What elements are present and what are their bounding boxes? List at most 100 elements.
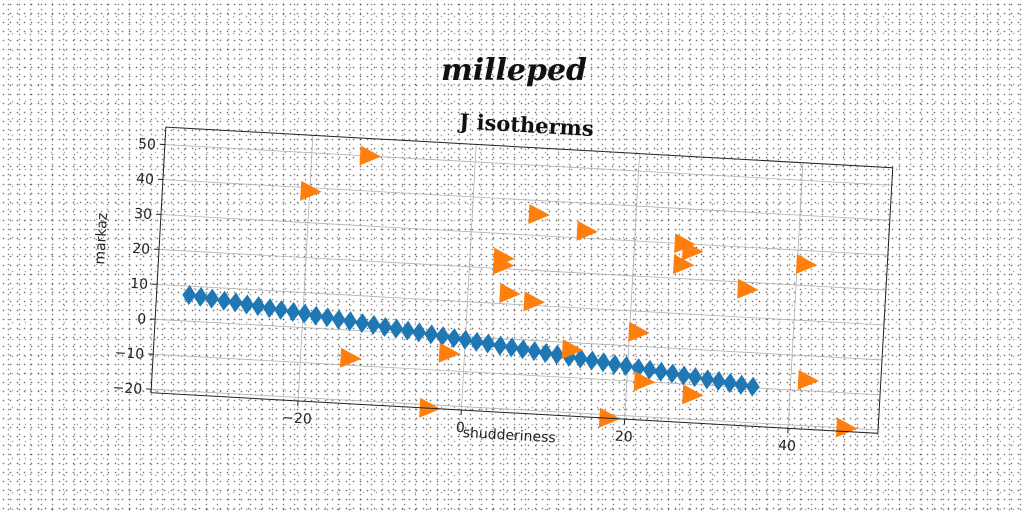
triangle-point (682, 384, 704, 405)
diamond-point (343, 311, 358, 332)
y-tick-label: 10 (130, 276, 149, 293)
triangle-point (438, 342, 461, 363)
diamond-point (654, 361, 668, 382)
diamond-point (493, 335, 508, 356)
y-gridline (155, 318, 883, 361)
triangle-point (835, 417, 858, 438)
y-tick-label: −10 (114, 345, 144, 363)
diamond-point (217, 290, 232, 311)
x-tick-label: 0 (455, 420, 465, 436)
y-gridline (162, 179, 890, 221)
y-tick-label: 0 (137, 311, 147, 327)
x-gridline (297, 135, 314, 401)
chart-rotated-group: J isotherms −20 0 20 40 −20 −10 0 10 20 30 40 50 sh… (92, 108, 894, 455)
triangle-point (681, 240, 704, 261)
diamond-point (297, 303, 312, 324)
y-tick-label: 50 (138, 136, 157, 153)
triangle-point (737, 278, 759, 299)
diamond-point (320, 307, 335, 328)
triangle-point (492, 254, 515, 275)
diamond-point (286, 301, 301, 322)
diamond-point (458, 329, 473, 350)
diamond-point (274, 299, 289, 320)
y-tick-label: 40 (136, 171, 155, 188)
x-axis-label: shudderiness (462, 425, 556, 446)
series-diamonds (182, 284, 760, 397)
diamond-point (377, 316, 392, 337)
diamond-point (366, 314, 381, 335)
triangle-point (598, 407, 621, 428)
diamond-point (424, 324, 439, 345)
diamond-point (642, 359, 657, 380)
x-tick-label: 40 (778, 438, 797, 455)
diamond-point (515, 339, 530, 360)
triangle-point (576, 220, 598, 241)
diamond-point (182, 284, 197, 305)
diamond-point (584, 350, 599, 371)
triangle-point (628, 321, 650, 342)
y-tick-label: −20 (112, 380, 142, 398)
series-triangles (300, 145, 858, 438)
diamond-point (527, 341, 542, 362)
diamond-point (239, 294, 254, 315)
y-gridline (153, 353, 881, 396)
y-tick-label: 30 (134, 206, 153, 223)
diamond-point (700, 369, 715, 390)
diamond-point (193, 286, 208, 307)
y-gridline (159, 249, 886, 291)
diamond-point (469, 331, 484, 352)
y-axis-label: markaz (92, 212, 111, 265)
y-gridline (157, 283, 884, 326)
diamond-point (734, 374, 749, 395)
y-tick-label: 20 (132, 241, 151, 258)
diamond-point (722, 373, 737, 393)
diamond-point (204, 288, 219, 309)
triangle-point (359, 145, 382, 166)
triangle-point (795, 254, 818, 275)
triangle-point (419, 397, 441, 418)
triangle-point (300, 180, 322, 201)
triangle-point (561, 339, 584, 360)
triangle-point (672, 254, 695, 275)
diamond-point (446, 328, 461, 349)
diamond-point (607, 354, 622, 375)
diamond-point (573, 348, 588, 369)
x-gridline (787, 162, 804, 429)
chart-title: J isotherms (457, 108, 595, 141)
x-tick-label: −20 (282, 410, 312, 428)
plot-frame (150, 126, 894, 434)
diamond-point (688, 367, 703, 388)
diamond-point (400, 320, 415, 341)
diamond-point (665, 363, 680, 384)
x-tick-label: 20 (614, 429, 633, 446)
diamond-point (251, 296, 266, 317)
x-gridline (460, 144, 477, 411)
y-gridline (164, 144, 892, 186)
diamond-point (435, 326, 450, 347)
x-gridline (624, 153, 640, 420)
triangle-point (523, 291, 545, 312)
diamond-point (481, 333, 495, 354)
diamond-point (389, 318, 404, 339)
triangle-point (340, 347, 362, 368)
diamond-point (504, 337, 519, 358)
diamond-point (619, 355, 634, 376)
diamond-point (331, 309, 346, 330)
axis-ticks: −20 0 20 40 −20 −10 0 10 20 30 40 50 (112, 136, 797, 455)
diamond-point (355, 313, 370, 334)
diamond-point (550, 344, 565, 365)
diamond-point (308, 305, 323, 326)
diamond-point (745, 376, 760, 397)
diamond-point (676, 365, 691, 386)
diamond-point (538, 343, 553, 364)
diamond-point (262, 298, 277, 319)
diamond-point (596, 352, 611, 373)
diamond-point (228, 292, 243, 313)
grid (151, 135, 892, 431)
triangle-point (633, 371, 656, 392)
y-gridline (151, 388, 879, 431)
triangle-point (528, 204, 550, 224)
diamond-point (412, 322, 427, 343)
diamond-point (711, 370, 726, 391)
